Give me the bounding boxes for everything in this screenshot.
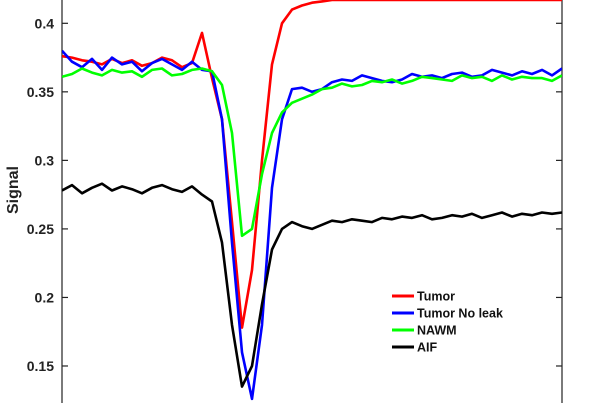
y-tick-label: 0.4 [35, 15, 55, 31]
legend-label: AIF [417, 341, 438, 355]
plot-area [61, 0, 563, 403]
series-line-tumor-no-leak [62, 49, 562, 401]
legend-label: NAWM [417, 324, 457, 338]
y-tick-label: 0.25 [27, 221, 54, 237]
series-lines [62, 0, 562, 401]
legend: Tumor Tumor No leak NAWM AIF [392, 290, 503, 355]
y-tick-label: 0.15 [27, 358, 54, 374]
y-tick-label: 0.35 [27, 84, 54, 100]
series-line-nawm [62, 67, 562, 238]
legend-label: Tumor No leak [417, 307, 503, 321]
y-tick-label: 0.3 [35, 152, 55, 168]
y-axis-label: Signal [5, 166, 22, 214]
series-line-aif [62, 182, 562, 388]
series-line-tumor [62, 0, 562, 329]
y-tick-label: 0.2 [35, 289, 55, 305]
legend-label: Tumor [417, 290, 455, 304]
y-ticks: 0.4 0.35 0.3 0.25 0.2 0.15 [27, 15, 562, 374]
